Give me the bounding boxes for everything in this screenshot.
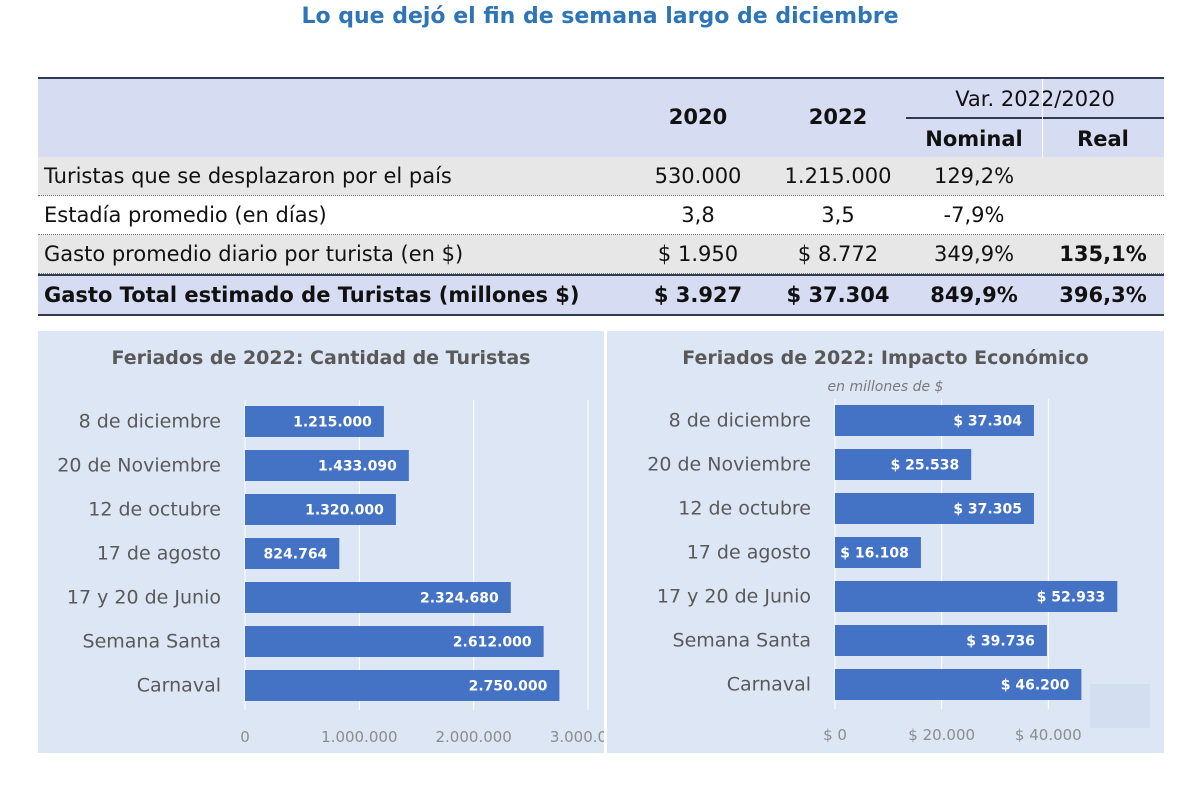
table-row: Gasto promedio diario por turista (en $)…: [38, 235, 1164, 274]
bar: [245, 582, 511, 613]
value-2020: 530.000: [654, 164, 742, 188]
chart-tourists: Feriados de 2022: Cantidad de Turistas 0…: [38, 331, 626, 753]
table-header: 2020 2022 Var. 2022/2020 Nominal Real: [38, 77, 1164, 159]
header-variation: Var. 2022/2020: [955, 87, 1115, 111]
category-label: 17 y 20 de Junio: [67, 587, 221, 609]
bar: [835, 669, 1082, 700]
chart-subtitle: en millones de $: [827, 379, 944, 395]
data-label: $ 52.933: [1037, 590, 1106, 606]
data-label: $ 37.304: [953, 414, 1022, 430]
header-real: Real: [1077, 127, 1129, 151]
row-label: Gasto promedio diario por turista (en $): [44, 242, 464, 266]
category-label: Carnaval: [727, 674, 811, 696]
category-label: 12 de octubre: [678, 498, 811, 520]
chart-economic-plot: $ 0 $ 20.000 $ 40.000 8 de diciembre $ 37.30…: [647, 399, 1118, 744]
x-tick-label: $ 20.000: [908, 726, 975, 744]
category-label: 8 de diciembre: [79, 411, 221, 433]
bar: [245, 670, 560, 701]
category-label: Semana Santa: [83, 631, 221, 653]
data-label: 2.324.680: [420, 591, 499, 607]
bar: [835, 625, 1047, 656]
value-2022: 1.215.000: [784, 164, 892, 188]
category-label: 20 de Noviembre: [647, 454, 811, 476]
value-2020: $ 3.927: [653, 283, 743, 307]
bar: [835, 581, 1118, 612]
table-total-row: Gasto Total estimado de Turistas (millon…: [38, 274, 1164, 316]
data-label: $ 37.305: [953, 502, 1022, 518]
category-label: 17 de agosto: [687, 542, 811, 564]
value-real: 396,3%: [1059, 283, 1147, 307]
header-2020: 2020: [668, 105, 728, 129]
category-label: Carnaval: [137, 675, 221, 697]
bar: [245, 626, 544, 657]
data-label: $ 46.200: [1001, 678, 1070, 694]
category-label: 20 de Noviembre: [57, 455, 221, 477]
table-row: Estadía promedio (en días) 3,8 3,5 -7,9%: [38, 196, 1164, 235]
x-tick-label: 2.000.000: [435, 728, 511, 746]
header-nominal: Nominal: [925, 127, 1023, 151]
bar: [835, 493, 1034, 524]
data-label: 824.764: [264, 547, 328, 563]
value-2022: $ 37.304: [786, 283, 890, 307]
bar: [835, 449, 972, 480]
x-tick-label: 1.000.000: [321, 728, 397, 746]
chart-title: Feriados de 2022: Impacto Económico: [682, 347, 1089, 369]
x-tick-label: $ 40.000: [1015, 726, 1082, 744]
data-label: 1.433.090: [318, 459, 397, 475]
x-tick-label: 0: [240, 728, 250, 746]
row-label: Estadía promedio (en días): [44, 203, 327, 227]
x-tick-label: $ 0: [823, 726, 847, 744]
value-real: 135,1%: [1059, 242, 1147, 266]
chart-economic-impact: Feriados de 2022: Impacto Económico en m…: [607, 331, 1164, 753]
value-2022: $ 8.772: [797, 242, 879, 266]
category-label: 17 y 20 de Junio: [657, 586, 811, 608]
bar: [835, 537, 921, 568]
value-nominal: 129,2%: [933, 164, 1015, 188]
bar: [245, 538, 340, 569]
category-label: 17 de agosto: [97, 543, 221, 565]
value-2020: 3,8: [681, 203, 715, 227]
category-label: 12 de octubre: [88, 499, 221, 521]
chart-tourists-plot: 0 1.000.000 2.000.000 3.000.000 8 de diciemb…: [57, 400, 626, 746]
value-2020: $ 1.950: [657, 242, 739, 266]
data-label: $ 25.538: [891, 458, 960, 474]
bar: [835, 405, 1034, 436]
header-separator: [1042, 79, 1043, 117]
header-separator: [1042, 117, 1043, 157]
row-label: Turistas que se desplazaron por el país: [44, 164, 452, 188]
x-tick-label: 3.000.000: [550, 728, 604, 746]
data-label: 1.320.000: [305, 503, 384, 519]
row-label: Gasto Total estimado de Turistas (millon…: [44, 283, 580, 307]
scroll-top-button[interactable]: [1090, 684, 1150, 728]
category-label: Semana Santa: [673, 630, 811, 652]
data-label: 2.750.000: [469, 679, 548, 695]
value-nominal: 849,9%: [930, 283, 1018, 307]
chart-title: Feriados de 2022: Cantidad de Turistas: [111, 347, 531, 369]
summary-table: 2020 2022 Var. 2022/2020 Nominal Real Tu…: [38, 77, 1164, 317]
value-2022: 3,5: [821, 203, 855, 227]
bar: [245, 406, 384, 437]
data-label: 1.215.000: [293, 415, 372, 431]
data-label: 2.612.000: [453, 635, 532, 651]
bar: [245, 494, 396, 525]
bar: [245, 450, 409, 481]
table-row: Turistas que se desplazaron por el país …: [38, 157, 1164, 196]
data-label: $ 39.736: [966, 634, 1035, 650]
data-label: $ 16.108: [840, 546, 909, 562]
value-nominal: 349,9%: [933, 242, 1015, 266]
header-divider: [906, 117, 1164, 119]
page-title: Lo que dejó el fin de semana largo de di…: [301, 4, 899, 29]
category-label: 8 de diciembre: [669, 410, 811, 432]
value-nominal: -7,9%: [943, 203, 1005, 227]
header-2022: 2022: [808, 105, 868, 129]
